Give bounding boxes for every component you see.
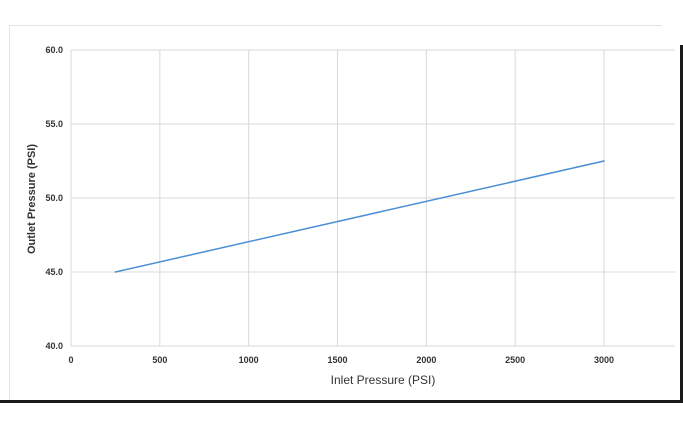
frame-right-edge: [680, 45, 683, 401]
data-point: [603, 160, 605, 162]
y-tick-label: 40.0: [45, 341, 63, 351]
y-tick-label: 50.0: [45, 193, 63, 203]
series-line: [115, 160, 605, 273]
y-tick-label: 45.0: [45, 267, 63, 277]
x-tick-label: 0: [68, 355, 73, 365]
x-tick-label: 500: [152, 355, 167, 365]
x-tick-label: 1500: [327, 355, 347, 365]
data-point: [114, 271, 117, 273]
gridlines: [70, 49, 675, 347]
x-tick-label: 2500: [505, 355, 525, 365]
x-axis-title: Inlet Pressure (PSI): [331, 373, 436, 387]
series-layer: [114, 160, 605, 273]
frame-top-border: [9, 25, 662, 26]
y-axis-title: Outlet Pressure (PSI): [26, 144, 38, 254]
y-tick-label: 60.0: [45, 45, 63, 55]
tick-labels: 40.0 45.0 50.0 55.0 60.0 0 500 1000 1500 2000 2500…: [45, 45, 614, 365]
y-tick-label: 55.0: [45, 119, 63, 129]
x-tick-label: 2000: [416, 355, 436, 365]
x-tick-label: 3000: [594, 355, 614, 365]
x-tick-label: 1000: [239, 355, 259, 365]
frame-left-border: [9, 25, 10, 401]
frame-bottom-edge: [0, 400, 683, 403]
